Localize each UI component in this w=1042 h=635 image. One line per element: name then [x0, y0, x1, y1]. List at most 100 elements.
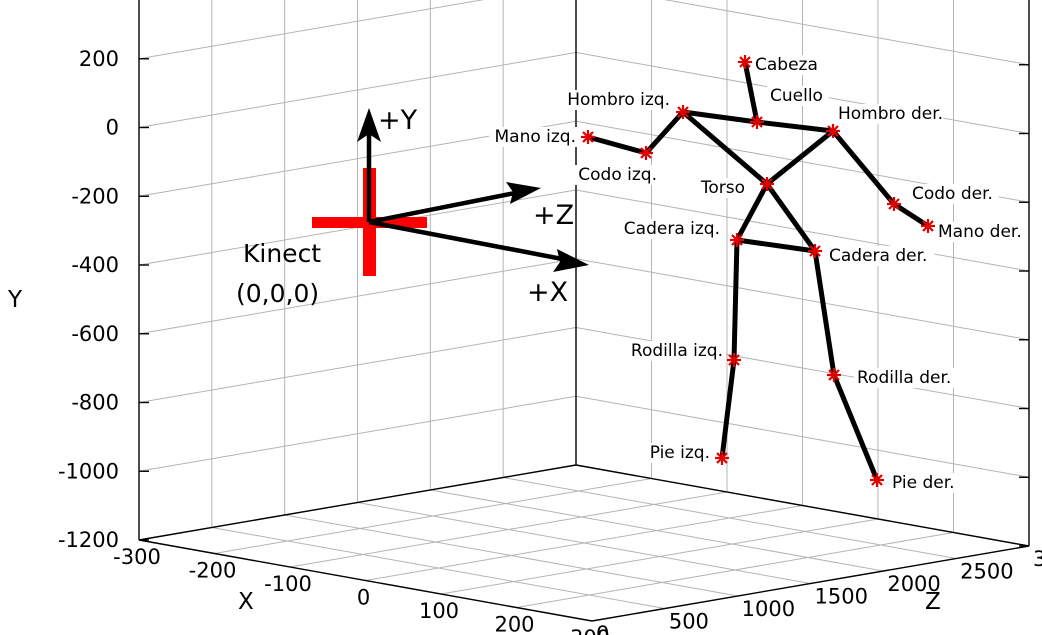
- joint-label-bg: [695, 178, 748, 198]
- plot-box: [138, 0, 1030, 622]
- joint-marker-stroke: [827, 125, 839, 137]
- origin-label: (0,0,0): [236, 279, 319, 308]
- x-tick-label: -300: [113, 545, 161, 569]
- y-tick-label: -600: [71, 322, 119, 346]
- joint-label-codo-izq: Codo izq.: [578, 165, 657, 185]
- joint-rodilla-der: Rodilla der.: [827, 368, 972, 388]
- plus-y-arrowhead: [357, 108, 381, 142]
- joint-marker-stroke: [751, 116, 763, 128]
- tick-labels: 4002000-200-400-600-800-1000-1200-300-20…: [58, 0, 1042, 635]
- y-tick-label: 400: [79, 0, 119, 2]
- joint-label-bg: [489, 127, 579, 147]
- bone-rodilla-der-pie-der: [831, 372, 880, 483]
- joint-marker-stroke: [922, 220, 934, 232]
- joint-cadera-izq: Cadera izq.: [614, 219, 744, 247]
- y-tick-label: -1200: [58, 528, 119, 552]
- z-tick-label: 1000: [742, 597, 795, 621]
- joint-label-cadera-der: Cadera der.: [829, 246, 927, 266]
- joint-label-rodilla-izq: Rodilla izq.: [631, 341, 723, 361]
- joint-marker-stroke: [716, 452, 728, 464]
- floor-back-edge: [575, 464, 1030, 547]
- z-tick-label: 3000: [1033, 547, 1042, 571]
- joint-label-bg: [854, 368, 972, 388]
- x-tick-label: -200: [189, 559, 237, 583]
- z-gridline-floor: [430, 489, 884, 572]
- y-tick-label: -200: [71, 184, 119, 208]
- bone-hombro-der-torso: [764, 128, 836, 187]
- z-tick-label: 1500: [815, 585, 868, 609]
- joint-marker-stroke: [871, 474, 883, 486]
- joint-label-bg: [835, 104, 944, 124]
- bone-hombro-izq-cuello: [680, 109, 760, 125]
- plus-z-arrow: [368, 187, 531, 225]
- joint-marker-stroke: [761, 178, 773, 190]
- bone-cadera-izq-cadera-der: [734, 237, 818, 254]
- x-tick-label: 100: [419, 599, 459, 623]
- skeleton-bones: [585, 59, 931, 483]
- joint-label-bg: [935, 222, 1025, 242]
- z-gridline-floor: [211, 527, 665, 609]
- z-tick-label: 500: [669, 610, 709, 634]
- skeleton-joints: Cabeza Cuello Hombro izq. Hombro der. Codo i…: [489, 55, 1025, 493]
- z-tick-label: 0: [596, 622, 609, 635]
- joint-marker-stroke: [640, 147, 652, 159]
- bone-torso-cadera-der: [764, 181, 818, 254]
- joint-label-bg: [767, 86, 829, 106]
- joint-label-bg: [570, 165, 660, 185]
- x-tick-label: -100: [264, 572, 312, 596]
- joint-label-bg: [889, 473, 970, 493]
- joint-label-hombro-izq: Hombro izq.: [567, 90, 670, 110]
- plus-y-label: +Y: [378, 105, 418, 136]
- z-gridline-floor: [284, 514, 738, 597]
- joint-mano-der: Mano der.: [921, 219, 1025, 242]
- y-tick-label: 0: [106, 116, 119, 140]
- x-tick-label: 200: [494, 613, 534, 635]
- bone-torso-cadera-izq: [734, 181, 770, 243]
- bone-cadera-der-rodilla-der: [812, 248, 837, 378]
- joint-label-cabeza: Cabeza: [755, 55, 818, 75]
- z-tick-label: 2000: [887, 572, 940, 596]
- kinect-sensor: +Y +Z +X Kinect (0,0,0): [236, 105, 589, 308]
- joint-label-hombro-der: Hombro der.: [838, 104, 943, 124]
- joint-torso: Torso: [695, 177, 774, 198]
- plus-z-arrowhead: [506, 182, 541, 204]
- joint-label-bg: [909, 184, 999, 204]
- plus-x-arrowhead: [553, 249, 589, 272]
- joint-marker-stroke: [739, 56, 751, 68]
- joint-label-bg: [752, 55, 814, 75]
- joint-marker-stroke: [809, 245, 821, 257]
- joint-hombro-izq: Hombro izq.: [564, 90, 690, 119]
- joint-cabeza: Cabeza: [738, 55, 818, 75]
- x-tick-label: 300: [570, 626, 610, 635]
- bone-hombro-izq-torso: [680, 109, 770, 187]
- y-tick-label: -800: [71, 391, 119, 415]
- joint-marker-stroke: [677, 106, 689, 118]
- joint-label-bg: [608, 341, 726, 361]
- joint-rodilla-izq: Rodilla izq.: [608, 341, 741, 367]
- joint-label-torso: Torso: [700, 178, 745, 198]
- bone-cabeza-cuello: [742, 59, 760, 125]
- axis-titles: Y X Z: [7, 287, 941, 615]
- joint-label-bg: [826, 246, 935, 266]
- plus-x-label: +X: [527, 277, 568, 308]
- bone-cuello-hombro-der: [754, 119, 836, 134]
- joint-cuello: Cuello: [750, 86, 829, 129]
- joint-marker-stroke: [728, 354, 740, 366]
- x-axis-line: [138, 539, 593, 622]
- y-tick-label: -400: [71, 253, 119, 277]
- joint-cadera-der: Cadera der.: [808, 244, 935, 266]
- joint-codo-izq: Codo izq.: [570, 146, 660, 185]
- joint-pie-der: Pie der.: [870, 473, 970, 493]
- y-axis-title: Y: [7, 287, 23, 313]
- joint-label-mano-der: Mano der.: [938, 222, 1022, 242]
- bone-rodilla-izq-pie-izq: [719, 357, 737, 461]
- z-gridline-floor: [503, 477, 957, 559]
- joint-marker-stroke: [888, 198, 900, 210]
- z-axis-title: Z: [925, 589, 941, 615]
- kinect-label: Kinect: [243, 239, 321, 268]
- z-axis-line: [591, 545, 1030, 622]
- floor-left-edge: [138, 464, 577, 541]
- joint-label-bg: [614, 219, 723, 239]
- joint-label-cuello: Cuello: [770, 86, 823, 106]
